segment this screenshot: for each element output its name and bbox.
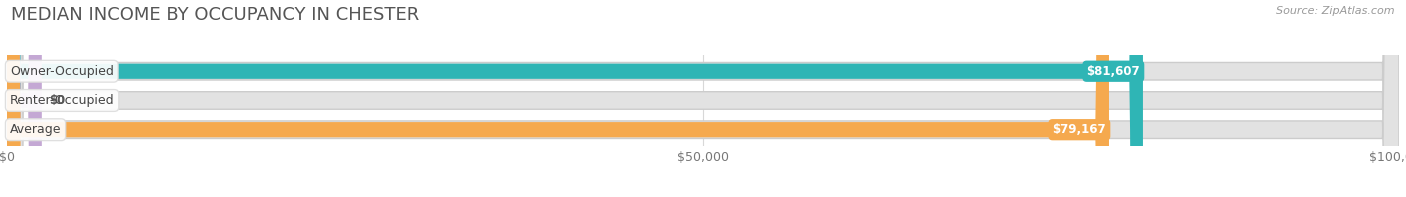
FancyBboxPatch shape [7, 0, 1399, 197]
Text: Average: Average [10, 123, 62, 136]
Text: MEDIAN INCOME BY OCCUPANCY IN CHESTER: MEDIAN INCOME BY OCCUPANCY IN CHESTER [11, 6, 419, 24]
FancyBboxPatch shape [7, 0, 42, 197]
FancyBboxPatch shape [7, 0, 1399, 197]
FancyBboxPatch shape [7, 0, 1399, 197]
Text: $0: $0 [49, 94, 65, 107]
FancyBboxPatch shape [7, 0, 1143, 197]
Text: Owner-Occupied: Owner-Occupied [10, 65, 114, 78]
Text: $81,607: $81,607 [1087, 65, 1140, 78]
Text: Renter-Occupied: Renter-Occupied [10, 94, 114, 107]
Text: $79,167: $79,167 [1053, 123, 1107, 136]
FancyBboxPatch shape [7, 0, 1109, 197]
Text: Source: ZipAtlas.com: Source: ZipAtlas.com [1277, 6, 1395, 16]
